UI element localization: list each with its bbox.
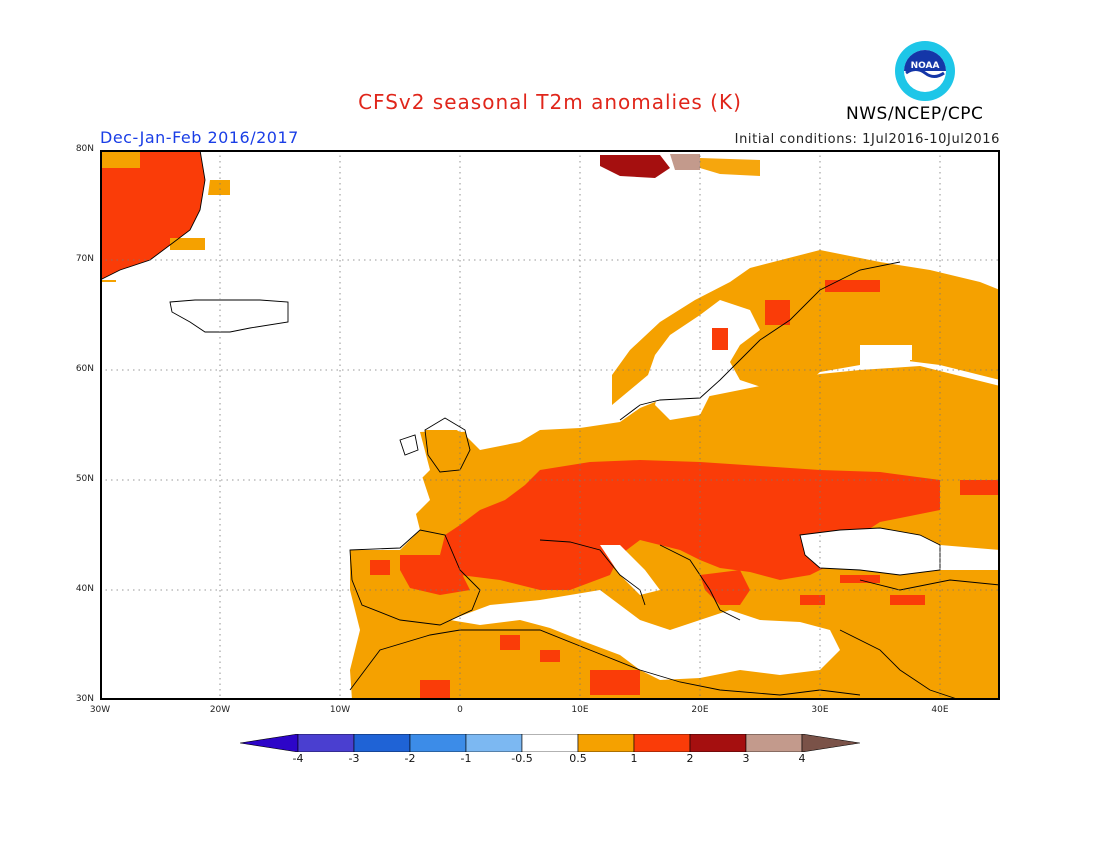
noaa-logo-icon: NOAA [895,41,955,101]
colorbar-segment [577,734,635,752]
svalbard-anomaly [600,154,760,178]
seas-mask [100,282,1000,700]
lat-tick: 30N [75,694,94,704]
colorbar-tick-label: -0.5 [511,752,533,765]
colorbar-segment [633,734,691,752]
initial-conditions-label: Initial conditions: 1Jul2016-10Jul2016 [734,132,1000,147]
colorbar-tick-label: -3 [348,752,360,765]
colorbar-segment [521,734,579,752]
svg-text:NOAA: NOAA [911,61,940,71]
coastlines [100,150,1000,700]
lat-tick: 70N [75,254,94,264]
anomaly-map [100,150,1000,700]
lat-tick: 60N [75,364,94,374]
colorbar-tick-label: -1 [460,752,472,765]
map-frame [100,150,1000,700]
map-title: CFSv2 seasonal T2m anomalies (K) [358,90,742,114]
colorbar-segment [409,734,467,752]
lon-tick: 20W [209,705,231,715]
lon-tick: 30W [89,705,111,715]
season-label: Dec-Jan-Feb 2016/2017 [100,128,299,147]
colorbar-tick-label: 1 [630,752,638,765]
colorbar-segment [465,734,523,752]
colorbar-segment [297,734,355,752]
colorbar-tick-label: 3 [742,752,750,765]
lon-tick: 30E [811,705,829,715]
lon-tick: 40E [931,705,949,715]
colorbar-segment [745,734,803,752]
gridlines [100,150,1000,700]
colorbar-segment [689,734,747,752]
lon-tick: 0 [457,705,463,715]
colorbar-tick-label: 2 [686,752,694,765]
colorbar-segment [240,734,299,752]
colorbar [240,734,860,752]
colorbar-tick-label: 4 [798,752,806,765]
lat-tick: 50N [75,474,94,484]
colorbar-segment [353,734,411,752]
colorbar-segment [801,734,860,752]
lon-tick: 10W [329,705,351,715]
lon-tick: 20E [691,705,709,715]
greenland-anomaly [100,150,230,282]
agency-label: NWS/NCEP/CPC [846,104,984,124]
lat-tick: 40N [75,584,94,594]
colorbar-tick-label: -4 [292,752,304,765]
lon-tick: 10E [571,705,589,715]
colorbar-tick-label: 0.5 [569,752,587,765]
lat-tick: 80N [75,144,94,154]
colorbar-tick-label: -2 [404,752,416,765]
